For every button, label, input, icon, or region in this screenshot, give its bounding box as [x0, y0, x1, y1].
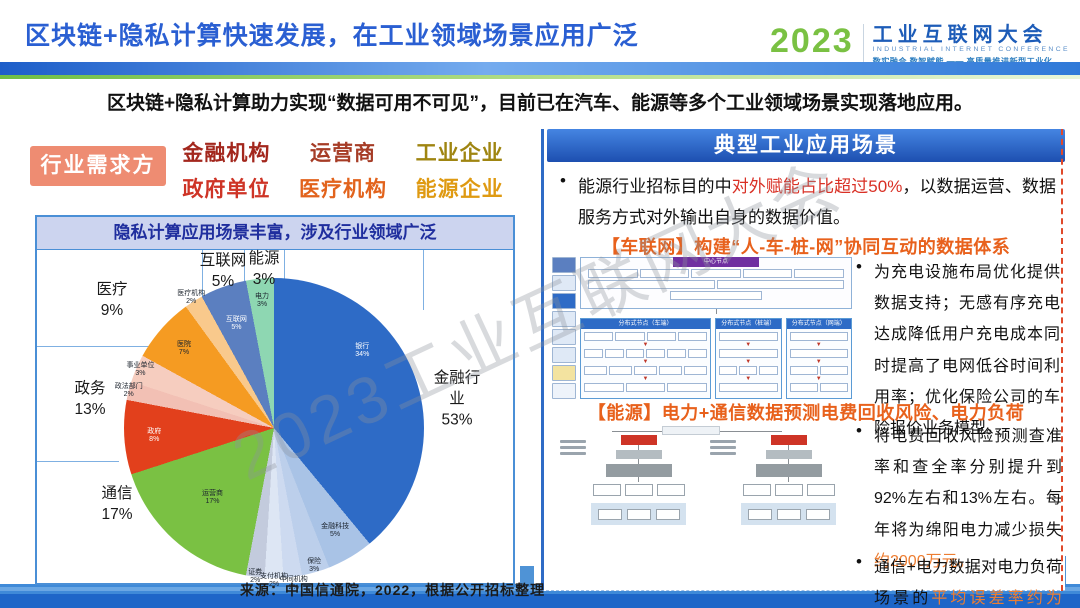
car-network-heading: 【车联网】构建“人-车-桩-网”协同互动的数据体系 — [601, 237, 1011, 257]
grid-line — [37, 461, 119, 462]
slide-subtitle: 区块链+隐私计算助力实现“数据可用不可见”，目前已在汽车、能源等多个工业领域场景… — [106, 93, 974, 114]
bullet-dot: • — [856, 552, 862, 571]
logo-year: 2023 — [770, 22, 854, 60]
grid-line — [423, 250, 424, 310]
energy-diagram — [552, 425, 852, 577]
logo-tagline: 数实融合 数智赋能 —— 高质量推进新型工业化 — [873, 55, 1070, 67]
demand-grid: 金融机构 运营商 工业企业政府单位 医疗机构 能源企业 — [168, 134, 518, 206]
pie-slice-label: 事业单位 3% — [126, 362, 155, 378]
typical-scenarios-panel: 典型工业应用场景 • 能源行业招标目的中对外赋能占比超过50%，以数据运营、数据… — [541, 129, 1065, 607]
pie-slice-label: 电力 3% — [255, 293, 269, 309]
pie-slice-label: 医疗机构 2% — [177, 289, 206, 305]
energy-bullet1-pre: 将电费回收风险预测查准率和查全率分别提升到92%左右和13%左右。每年将为绵阳电… — [874, 428, 1062, 539]
node-vehicle-label: 分布式节点（车端） — [581, 319, 710, 329]
node-vehicle: 分布式节点（车端） ▼ ▼ ▼ — [580, 318, 711, 399]
node-grid: 分布式节点（网端） ▼ ▼ ▼ — [785, 318, 852, 399]
header-blue-bar — [0, 62, 1080, 75]
pie-slice-label: 政府 8% — [147, 427, 162, 443]
demand-side-tag: 行业需求方 — [30, 146, 166, 186]
bullet1-pre: 能源行业招标目的中 — [578, 177, 732, 196]
energy-bullet1-highlight: 约2000万元。 — [874, 552, 974, 570]
pie-category-label: 金融行业 53% — [433, 369, 481, 429]
pie-slice-label: 保险 3% — [307, 558, 322, 574]
bullet-dot: • — [560, 171, 566, 190]
pie-slice-label: 运营商 17% — [201, 489, 223, 505]
bullet-dot: • — [856, 421, 862, 440]
pie-slice-label: 政法部门 2% — [114, 382, 143, 398]
energy-bullet2-highlight: 平均误差率约为0.87%，远低于单一数据源 — [931, 590, 1062, 608]
central-node-box: 中心节点 — [580, 257, 852, 309]
energy-bullet2-pre: 通信+电力数据对电力负荷场景的 — [874, 559, 1062, 608]
pie-category-label: 政务 13% — [74, 380, 106, 418]
pie-chart-panel: 隐私计算应用场景丰富，涉及行业领域广泛 银行 34% 金融科技 5% 保险 3% 中间… — [35, 215, 515, 591]
car-network-bullet: 为充电设施布局优化提供数据支持；无感有序充电达成降低用户充电成本同时提高了电网低… — [874, 264, 1060, 437]
demand-item: 金融机构 — [182, 142, 271, 165]
panel-header: 典型工业应用场景 — [547, 129, 1065, 162]
source-note: 来源：中国信通院，2022，根据公开招标整理 — [240, 582, 546, 598]
logo-divider — [862, 24, 864, 70]
bullet-fee-recovery: • 将电费回收风险预测查准率和查全率分别提升到92%左右和13%左右。每年将为绵… — [856, 421, 1062, 577]
pie-slice-label: 金融科技 5% — [321, 523, 350, 539]
bullet-energy-bidding: • 能源行业招标目的中对外赋能占比超过50%，以数据运营、数据服务方式对外输出自… — [560, 171, 1056, 234]
demand-item: 运营商 — [309, 142, 376, 165]
bullet1-post: ，以数据运营、数据服务方式对外输出自身的数据价值。 — [578, 177, 1057, 228]
bullet-dot: • — [856, 257, 862, 276]
pie-category-label: 互联网 5% — [199, 252, 247, 290]
pie-category-label: 医疗 9% — [96, 281, 128, 319]
energy-tree-telecom — [558, 435, 686, 525]
pie-slice-label: 证券 2% — [248, 568, 263, 584]
pie — [124, 278, 424, 578]
demand-item: 能源企业 — [415, 178, 504, 201]
grid-line — [37, 346, 202, 347]
pie-slice-label: 医院 7% — [176, 340, 191, 356]
central-node-label: 中心节点 — [673, 257, 759, 267]
car-network-diagram: 中心节点 分布式节点（车端） ▼ ▼ — [552, 257, 852, 399]
pie-slice-label: 银行 34% — [355, 343, 370, 359]
panel-dashed-border — [1061, 129, 1063, 591]
pie-category-label: 通信 17% — [101, 485, 133, 523]
bullet-charging: • 为充电设施布局优化提供数据支持；无感有序充电达成降低用户充电成本同时提高了电… — [856, 257, 1060, 444]
node-grid-label: 分布式节点（网端） — [786, 319, 851, 329]
logo-event-name: 工业互联网大会 — [872, 24, 1048, 46]
pie-panel-body: 银行 34% 金融科技 5% 保险 3% 中间机构 2% 支付机构 2% 证券 2% 运营商… — [37, 250, 513, 591]
pie-slice-label: 中间机构 2% — [279, 576, 308, 592]
energy-heading: 【能源】电力+通信数据预测电费回收风险、电力负荷 — [587, 403, 1025, 423]
demand-item: 政府单位 — [182, 178, 271, 201]
energy-tree-power — [708, 435, 836, 525]
header-green-line — [0, 75, 1080, 79]
pie-category-label: 能源 3% — [248, 250, 280, 288]
page-title: 区块链+隐私计算快速发展，在工业领域场景应用广泛 — [25, 22, 639, 50]
bullet-load-forecast: • 通信+电力数据对电力负荷场景的平均误差率约为0.87%，远低于单一数据源 — [856, 552, 1062, 608]
node-pile-label: 分布式节点（桩端） — [716, 319, 781, 329]
pie-panel-title: 隐私计算应用场景丰富，涉及行业领域广泛 — [37, 217, 513, 250]
logo-event-name-en: INDUSTRIAL INTERNET CONFERENCE — [872, 46, 1070, 53]
pie-slice-label: 互联网 5% — [225, 315, 247, 331]
demand-item: 工业企业 — [415, 142, 504, 165]
pie-slice-label: 支付机构 2% — [260, 572, 288, 588]
car-diagram-sidebar — [552, 257, 576, 399]
node-pile: 分布式节点（桩端） ▼ ▼ ▼ — [715, 318, 782, 399]
bullet1-highlight: 对外赋能占比超过50% — [731, 177, 903, 196]
demand-item: 医疗机构 — [298, 178, 387, 201]
